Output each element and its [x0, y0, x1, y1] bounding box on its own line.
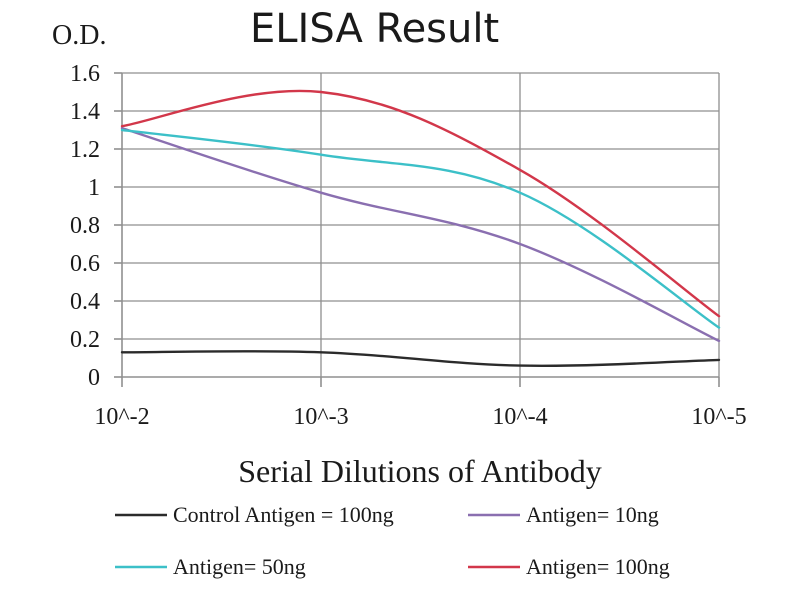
y-axis-label: O.D. — [52, 20, 106, 51]
y-tick-label: 1 — [88, 175, 100, 201]
x-tick-label: 10^-3 — [293, 404, 348, 430]
grid-layer — [122, 72, 720, 377]
chart-title: ELISA Result — [250, 6, 499, 52]
x-axis-label: Serial Dilutions of Antibody — [238, 453, 602, 489]
legend-label: Control Antigen = 100ng — [173, 502, 394, 527]
series-lines — [120, 89, 721, 367]
legend-label: Antigen= 10ng — [526, 502, 659, 527]
legend-label: Antigen= 100ng — [526, 554, 670, 579]
y-tick-label: 0.4 — [70, 289, 100, 315]
series-line-control-antigen-100ng — [120, 350, 721, 367]
y-tick-label: 0.6 — [70, 251, 100, 277]
y-tick-label: 1.2 — [70, 137, 100, 163]
series-line-antigen-10ng — [120, 126, 721, 343]
x-tick-label: 10^-5 — [691, 404, 746, 430]
series-line-antigen-100ng — [120, 89, 721, 318]
y-tick-label: 0.2 — [70, 327, 100, 353]
axis-layer — [114, 72, 720, 387]
series-line-antigen-50ng — [120, 128, 721, 329]
legend-label: Antigen= 50ng — [173, 554, 306, 579]
tick-labels: 0 0.2 0.4 0.6 0.8 1 1.2 1.4 1.6 10^-2 10^-3 10^-4 10… — [70, 61, 747, 430]
x-tick-label: 10^-4 — [492, 404, 547, 430]
legend: Control Antigen = 100ng Antigen= 10ng Anti… — [115, 502, 670, 579]
y-tick-label: 1.4 — [70, 99, 100, 125]
y-tick-label: 1.6 — [70, 61, 100, 87]
x-tick-label: 10^-2 — [94, 404, 149, 430]
y-tick-label: 0.8 — [70, 213, 100, 239]
y-tick-label: 0 — [88, 365, 100, 391]
